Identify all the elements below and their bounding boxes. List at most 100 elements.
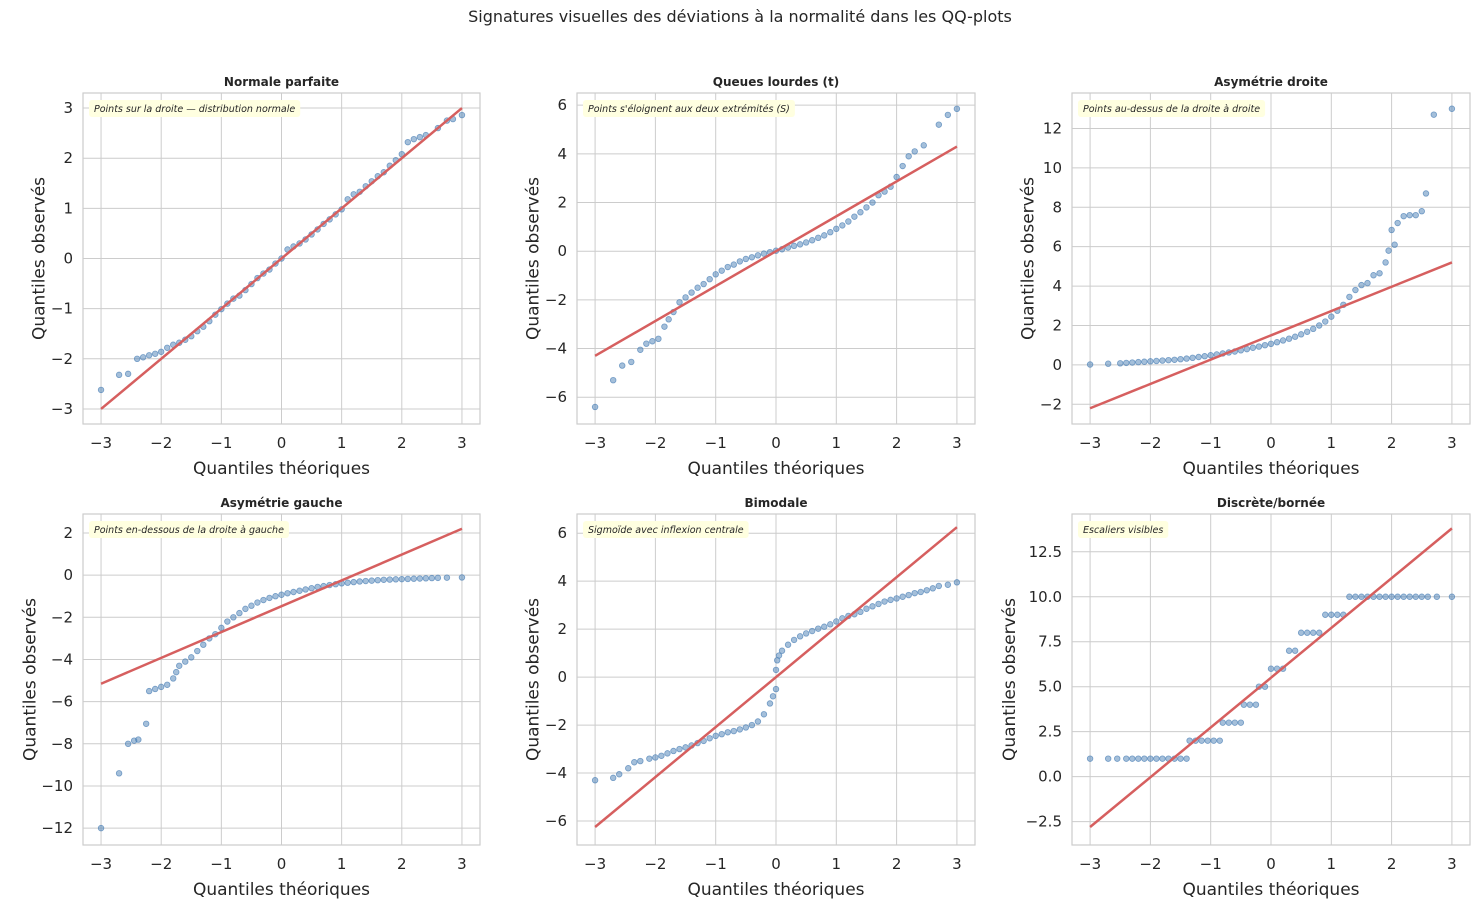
data-point <box>1183 755 1190 762</box>
data-point <box>905 591 912 599</box>
data-point <box>1322 611 1329 618</box>
data-point <box>706 275 713 283</box>
reference-line <box>594 145 958 357</box>
x-tick-label: 1 <box>337 434 347 452</box>
data-point <box>815 234 822 242</box>
data-point <box>1267 340 1275 348</box>
data-point <box>1370 272 1377 279</box>
data-point <box>1189 354 1196 361</box>
data-point <box>230 614 237 621</box>
x-tick-label: 0 <box>771 855 781 873</box>
data-point <box>380 576 387 583</box>
data-point <box>115 371 123 379</box>
data-point <box>637 757 644 765</box>
x-tick-label: 1 <box>1327 434 1337 452</box>
data-point <box>1147 755 1154 762</box>
y-tick-label: −4 <box>51 650 73 668</box>
y-axis-label: Quantiles observés <box>1019 177 1039 340</box>
y-tick-label: −2.5 <box>1026 813 1062 831</box>
data-point <box>145 687 153 695</box>
x-axis-label: Quantiles théoriques <box>193 880 370 900</box>
data-point <box>1198 737 1205 744</box>
data-point <box>1412 593 1419 600</box>
data-point <box>1255 343 1263 350</box>
x-tick-label: 1 <box>337 855 347 873</box>
data-point <box>254 599 261 606</box>
data-point <box>308 585 315 592</box>
data-point <box>266 594 273 602</box>
data-point <box>1394 219 1401 227</box>
y-axis-label: Quantiles observés <box>30 177 50 340</box>
data-point <box>911 589 918 597</box>
x-tick-label: 3 <box>952 434 962 452</box>
data-point <box>1424 593 1431 600</box>
data-point <box>1159 755 1166 762</box>
data-point <box>682 744 689 751</box>
data-point <box>1322 318 1329 325</box>
data-point <box>665 316 672 323</box>
data-point <box>1358 281 1365 289</box>
data-point <box>416 575 424 582</box>
data-point <box>1216 737 1223 744</box>
y-tick-label: −10 <box>41 777 73 795</box>
data-point <box>1291 647 1299 654</box>
data-point <box>1303 629 1311 636</box>
x-tick-label: −1 <box>705 434 727 452</box>
data-point <box>857 608 864 616</box>
data-point <box>248 602 255 609</box>
data-point <box>182 658 189 665</box>
data-point <box>1430 111 1438 118</box>
data-point <box>845 218 852 225</box>
data-point <box>1104 360 1112 367</box>
y-tick-label: 6 <box>557 524 567 542</box>
data-point <box>893 595 900 602</box>
y-tick-label: −2 <box>545 291 567 309</box>
x-tick-label: 2 <box>892 855 902 873</box>
data-point <box>1346 293 1353 301</box>
data-point <box>1246 701 1254 708</box>
x-tick-label: −1 <box>705 855 727 873</box>
data-point <box>863 605 870 612</box>
x-axis-label: Quantiles théoriques <box>687 880 864 900</box>
data-point <box>875 600 882 608</box>
y-tick-label: −6 <box>545 812 567 830</box>
data-point <box>458 574 466 581</box>
data-point <box>655 335 662 343</box>
data-point <box>1159 357 1166 364</box>
data-point <box>236 609 243 617</box>
x-tick-label: −1 <box>210 434 232 452</box>
data-point <box>1165 356 1172 364</box>
data-point <box>917 588 924 596</box>
data-point <box>808 627 816 635</box>
annotation-box <box>1078 100 1266 117</box>
data-point <box>1400 593 1407 600</box>
data-point <box>637 346 644 353</box>
data-point <box>857 209 864 216</box>
data-point <box>173 668 180 676</box>
data-point <box>827 229 834 236</box>
y-tick-label: 0 <box>1052 356 1062 374</box>
data-point <box>730 727 737 735</box>
data-point <box>1358 593 1365 600</box>
data-point <box>344 579 351 586</box>
data-point <box>1117 360 1124 367</box>
data-point <box>676 299 683 306</box>
x-axis-label: Quantiles théoriques <box>1182 459 1359 479</box>
data-point <box>748 721 756 729</box>
x-tick-label: 1 <box>832 434 842 452</box>
data-point <box>911 148 918 155</box>
axes-frame <box>576 513 976 846</box>
data-point <box>362 577 369 585</box>
data-point <box>851 213 858 220</box>
annotation-text: Points s'éloignent aux deux extrémités (… <box>588 104 790 115</box>
y-tick-label: 2 <box>63 149 73 167</box>
data-point <box>278 591 285 598</box>
data-point <box>142 720 150 727</box>
data-point <box>784 641 792 648</box>
y-tick-label: −4 <box>545 340 567 358</box>
panel-title: Queues lourdes (t) <box>713 75 839 89</box>
data-point <box>386 576 393 583</box>
data-point <box>658 752 665 759</box>
x-tick-label: 0 <box>771 434 781 452</box>
